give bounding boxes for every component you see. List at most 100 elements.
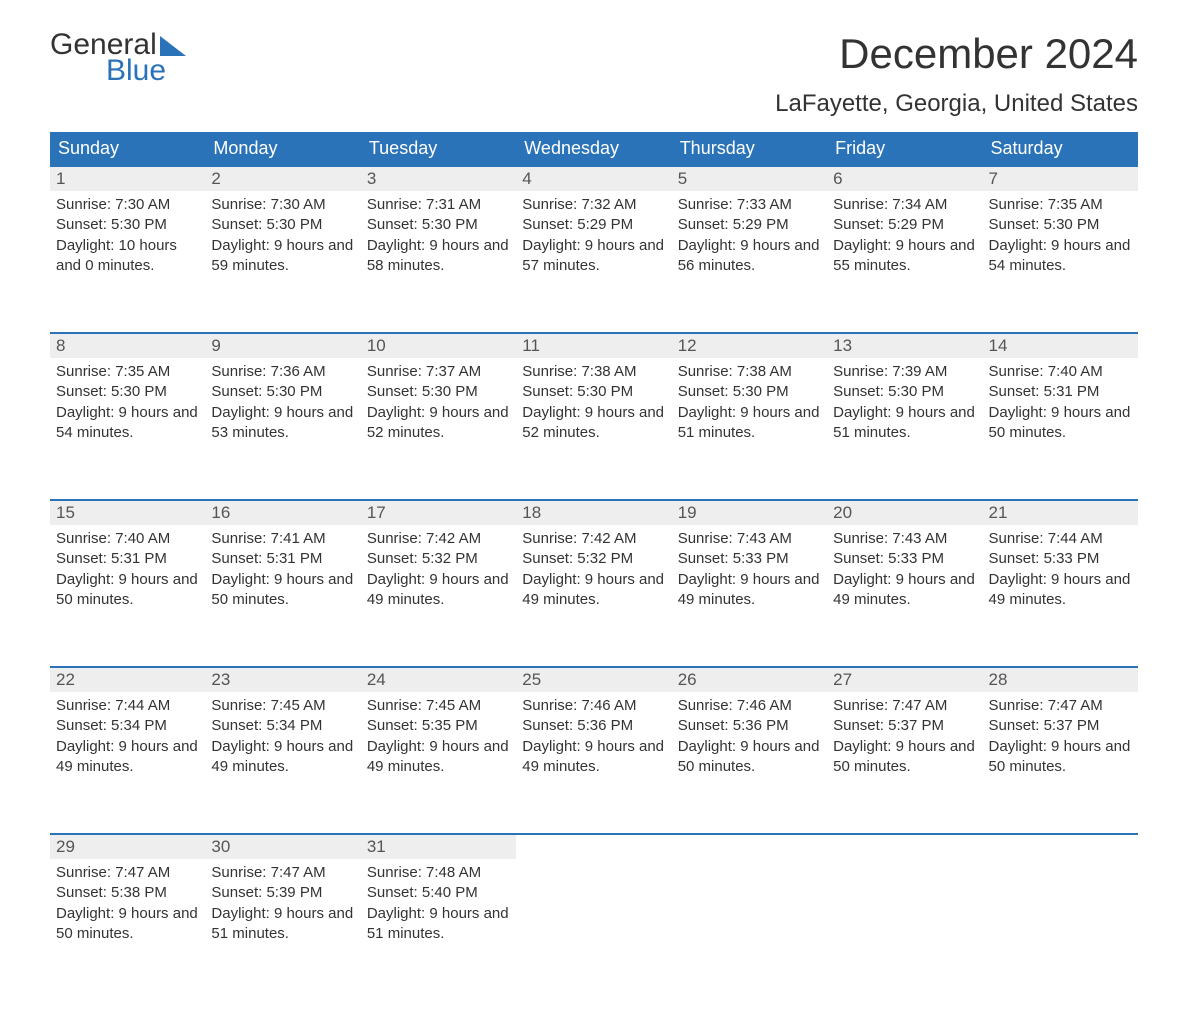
week-row: Sunrise: 7:47 AMSunset: 5:38 PMDaylight:… xyxy=(50,859,1138,987)
daylight-line: Daylight: 9 hours and 51 minutes. xyxy=(367,904,510,945)
sunset-line: Sunset: 5:30 PM xyxy=(211,215,354,235)
daylight-line: Daylight: 9 hours and 49 minutes. xyxy=(211,737,354,778)
sunrise-line: Sunrise: 7:46 AM xyxy=(678,696,821,716)
day-details: Sunrise: 7:45 AMSunset: 5:35 PMDaylight:… xyxy=(361,692,516,787)
sunset-line: Sunset: 5:33 PM xyxy=(833,549,976,569)
day-details: Sunrise: 7:35 AMSunset: 5:30 PMDaylight:… xyxy=(50,358,205,453)
day-details: Sunrise: 7:43 AMSunset: 5:33 PMDaylight:… xyxy=(672,525,827,620)
weekday-header: Monday xyxy=(205,132,360,166)
daylight-line: Daylight: 9 hours and 56 minutes. xyxy=(678,236,821,277)
empty-cell xyxy=(672,834,827,859)
daylight-line: Daylight: 9 hours and 49 minutes. xyxy=(522,737,665,778)
day-number: 10 xyxy=(361,333,516,358)
sunset-line: Sunset: 5:30 PM xyxy=(522,382,665,402)
empty-cell xyxy=(827,834,982,859)
day-cell: Sunrise: 7:38 AMSunset: 5:30 PMDaylight:… xyxy=(672,358,827,486)
week-spacer xyxy=(50,820,1138,834)
sunset-line: Sunset: 5:39 PM xyxy=(211,883,354,903)
sunrise-line: Sunrise: 7:30 AM xyxy=(211,195,354,215)
day-cell: Sunrise: 7:43 AMSunset: 5:33 PMDaylight:… xyxy=(672,525,827,653)
sunrise-line: Sunrise: 7:45 AM xyxy=(211,696,354,716)
daylight-line: Daylight: 9 hours and 51 minutes. xyxy=(678,403,821,444)
sunrise-line: Sunrise: 7:35 AM xyxy=(56,362,199,382)
sunrise-line: Sunrise: 7:37 AM xyxy=(367,362,510,382)
day-number: 4 xyxy=(516,166,671,191)
sunset-line: Sunset: 5:33 PM xyxy=(678,549,821,569)
daylight-line: Daylight: 10 hours and 0 minutes. xyxy=(56,236,199,277)
sunset-line: Sunset: 5:35 PM xyxy=(367,716,510,736)
day-number: 2 xyxy=(205,166,360,191)
day-cell: Sunrise: 7:47 AMSunset: 5:37 PMDaylight:… xyxy=(983,692,1138,820)
sunset-line: Sunset: 5:30 PM xyxy=(367,382,510,402)
weekday-header: Tuesday xyxy=(361,132,516,166)
day-number: 30 xyxy=(205,834,360,859)
day-cell: Sunrise: 7:47 AMSunset: 5:38 PMDaylight:… xyxy=(50,859,205,987)
day-number: 29 xyxy=(50,834,205,859)
day-details: Sunrise: 7:31 AMSunset: 5:30 PMDaylight:… xyxy=(361,191,516,286)
day-cell: Sunrise: 7:33 AMSunset: 5:29 PMDaylight:… xyxy=(672,191,827,319)
day-number: 9 xyxy=(205,333,360,358)
day-cell: Sunrise: 7:36 AMSunset: 5:30 PMDaylight:… xyxy=(205,358,360,486)
day-details: Sunrise: 7:45 AMSunset: 5:34 PMDaylight:… xyxy=(205,692,360,787)
day-number: 21 xyxy=(983,500,1138,525)
day-number: 28 xyxy=(983,667,1138,692)
day-number: 12 xyxy=(672,333,827,358)
day-cell: Sunrise: 7:42 AMSunset: 5:32 PMDaylight:… xyxy=(516,525,671,653)
day-number: 15 xyxy=(50,500,205,525)
sunset-line: Sunset: 5:36 PM xyxy=(522,716,665,736)
day-cell: Sunrise: 7:32 AMSunset: 5:29 PMDaylight:… xyxy=(516,191,671,319)
week-spacer xyxy=(50,653,1138,667)
week-spacer xyxy=(50,319,1138,333)
day-cell: Sunrise: 7:47 AMSunset: 5:39 PMDaylight:… xyxy=(205,859,360,987)
weekday-header: Saturday xyxy=(983,132,1138,166)
day-details: Sunrise: 7:35 AMSunset: 5:30 PMDaylight:… xyxy=(983,191,1138,286)
day-details: Sunrise: 7:47 AMSunset: 5:39 PMDaylight:… xyxy=(205,859,360,954)
daynum-row: 15161718192021 xyxy=(50,500,1138,525)
sunrise-line: Sunrise: 7:47 AM xyxy=(833,696,976,716)
day-details: Sunrise: 7:32 AMSunset: 5:29 PMDaylight:… xyxy=(516,191,671,286)
day-number: 8 xyxy=(50,333,205,358)
sunrise-line: Sunrise: 7:36 AM xyxy=(211,362,354,382)
sunrise-line: Sunrise: 7:35 AM xyxy=(989,195,1132,215)
day-number: 6 xyxy=(827,166,982,191)
daylight-line: Daylight: 9 hours and 50 minutes. xyxy=(56,570,199,611)
sunrise-line: Sunrise: 7:40 AM xyxy=(989,362,1132,382)
weekday-header: Sunday xyxy=(50,132,205,166)
day-number: 24 xyxy=(361,667,516,692)
sunset-line: Sunset: 5:33 PM xyxy=(989,549,1132,569)
sunset-line: Sunset: 5:31 PM xyxy=(56,549,199,569)
day-details: Sunrise: 7:47 AMSunset: 5:38 PMDaylight:… xyxy=(50,859,205,954)
day-cell: Sunrise: 7:44 AMSunset: 5:33 PMDaylight:… xyxy=(983,525,1138,653)
day-number: 18 xyxy=(516,500,671,525)
day-details: Sunrise: 7:37 AMSunset: 5:30 PMDaylight:… xyxy=(361,358,516,453)
day-number: 19 xyxy=(672,500,827,525)
sunset-line: Sunset: 5:37 PM xyxy=(833,716,976,736)
daylight-line: Daylight: 9 hours and 50 minutes. xyxy=(989,403,1132,444)
daylight-line: Daylight: 9 hours and 52 minutes. xyxy=(522,403,665,444)
daylight-line: Daylight: 9 hours and 51 minutes. xyxy=(833,403,976,444)
daylight-line: Daylight: 9 hours and 54 minutes. xyxy=(989,236,1132,277)
sunset-line: Sunset: 5:34 PM xyxy=(211,716,354,736)
day-cell: Sunrise: 7:42 AMSunset: 5:32 PMDaylight:… xyxy=(361,525,516,653)
day-details: Sunrise: 7:42 AMSunset: 5:32 PMDaylight:… xyxy=(361,525,516,620)
sunset-line: Sunset: 5:29 PM xyxy=(522,215,665,235)
empty-cell xyxy=(516,834,671,859)
day-number: 27 xyxy=(827,667,982,692)
daylight-line: Daylight: 9 hours and 58 minutes. xyxy=(367,236,510,277)
sunrise-line: Sunrise: 7:33 AM xyxy=(678,195,821,215)
week-spacer xyxy=(50,486,1138,500)
sunset-line: Sunset: 5:36 PM xyxy=(678,716,821,736)
sunrise-line: Sunrise: 7:48 AM xyxy=(367,863,510,883)
daylight-line: Daylight: 9 hours and 49 minutes. xyxy=(678,570,821,611)
sunrise-line: Sunrise: 7:47 AM xyxy=(989,696,1132,716)
day-details: Sunrise: 7:30 AMSunset: 5:30 PMDaylight:… xyxy=(50,191,205,286)
day-details: Sunrise: 7:43 AMSunset: 5:33 PMDaylight:… xyxy=(827,525,982,620)
sunset-line: Sunset: 5:30 PM xyxy=(211,382,354,402)
daylight-line: Daylight: 9 hours and 49 minutes. xyxy=(367,570,510,611)
day-cell: Sunrise: 7:38 AMSunset: 5:30 PMDaylight:… xyxy=(516,358,671,486)
sunrise-line: Sunrise: 7:47 AM xyxy=(56,863,199,883)
calendar-table: SundayMondayTuesdayWednesdayThursdayFrid… xyxy=(50,132,1138,987)
weekday-header: Thursday xyxy=(672,132,827,166)
sunrise-line: Sunrise: 7:38 AM xyxy=(522,362,665,382)
day-details: Sunrise: 7:33 AMSunset: 5:29 PMDaylight:… xyxy=(672,191,827,286)
